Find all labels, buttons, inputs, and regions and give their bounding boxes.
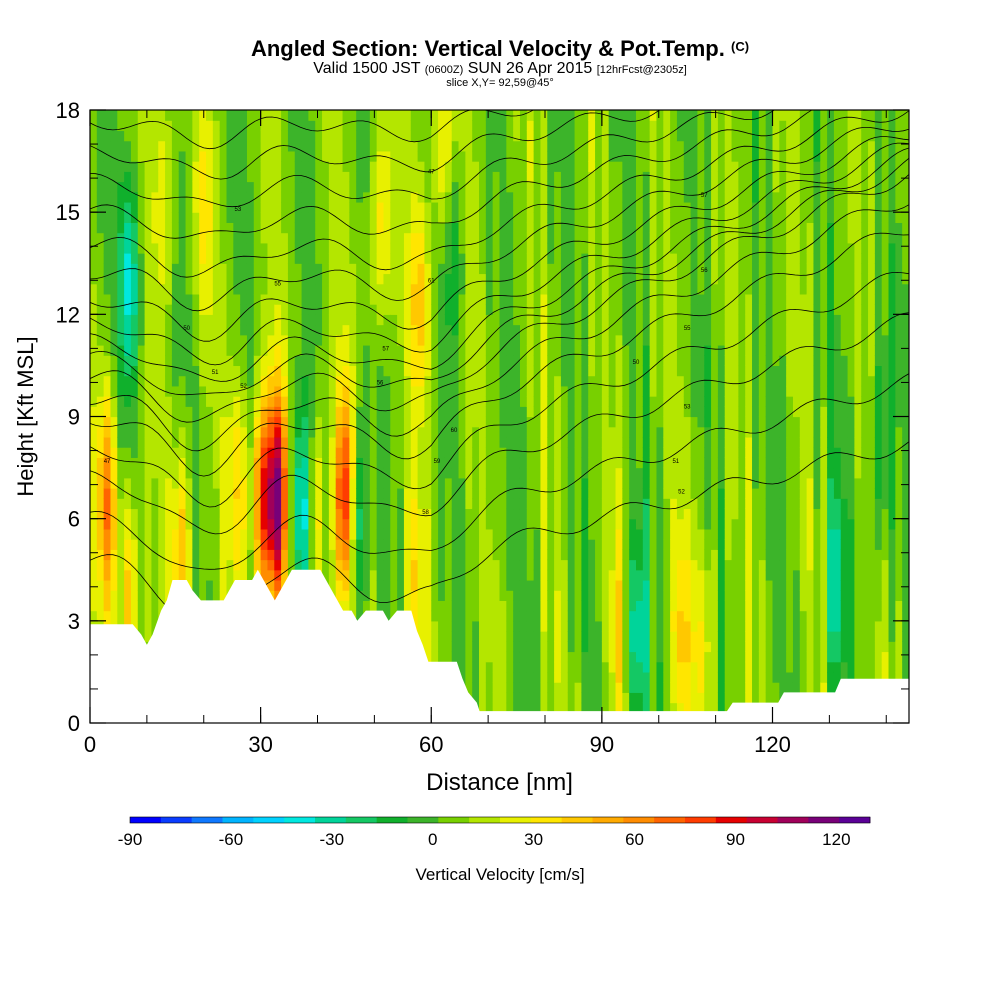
theta-contour [90, 127, 909, 312]
theta-contour [90, 136, 909, 342]
y-tick-label: 3 [68, 609, 80, 634]
y-tick-label: 0 [68, 711, 80, 736]
colorbar-swatch [715, 817, 748, 823]
colorbar-tick-label: 120 [822, 830, 850, 849]
contour-label: 56 [377, 380, 384, 386]
colorbar-swatch [345, 817, 378, 823]
x-tick-label: 90 [590, 732, 614, 757]
theta-contour [90, 232, 909, 477]
colorbar-tick-label: 30 [524, 830, 543, 849]
colorbar-swatch [438, 817, 470, 823]
contour-label: 52 [678, 489, 685, 495]
theta-contour [90, 110, 873, 239]
y-tick-label: 6 [68, 507, 80, 532]
contour-label: 47 [428, 169, 435, 175]
colorbar-swatch [160, 817, 193, 823]
slice-info: slice X,Y= 92,59@45° [446, 77, 554, 89]
colorbar-swatch [191, 817, 223, 823]
theta-contour [90, 157, 909, 396]
contour-label: 55 [684, 326, 691, 332]
theta-contour [90, 271, 909, 508]
contour-label: 60 [451, 428, 458, 434]
terrain-mask [90, 569, 909, 723]
contour-label: 57 [382, 346, 389, 352]
y-tick-label: 18 [56, 98, 80, 123]
y-tick-label: 9 [68, 405, 80, 430]
colorbar-swatch [592, 817, 624, 823]
colorbar-swatch [130, 817, 162, 823]
colorbar-tick-label: -30 [320, 830, 345, 849]
colorbar-swatch [222, 817, 254, 823]
y-axis-label: Height [Kft MSL] [13, 336, 38, 496]
colorbar-swatch [315, 817, 347, 823]
colorbar-swatch [561, 817, 593, 823]
contour-label: 51 [672, 459, 679, 465]
colorbar: -90 -60 -30 0 30 60 90 120 Vertical Velocity [cm… [118, 816, 871, 884]
colorbar-swatch [530, 817, 563, 823]
colorbar-swatch [253, 817, 285, 823]
x-tick-label: 60 [419, 732, 443, 757]
colorbar-swatch [777, 817, 809, 823]
theta-contour [90, 110, 909, 278]
x-axis-label: Distance [nm] [426, 769, 573, 796]
contour-label: 51 [212, 370, 219, 376]
colorbar-swatch [407, 817, 439, 823]
contour-label: 50 [633, 360, 640, 366]
contour-label: 47 [104, 459, 111, 465]
theta-contour [90, 142, 909, 366]
x-tick-label: 120 [754, 732, 791, 757]
colorbar-tick-label: 90 [726, 830, 745, 849]
colorbar-label: Vertical Velocity [cm/s] [415, 865, 584, 884]
colorbar-swatch [839, 817, 871, 823]
colorbar-swatch [376, 817, 408, 823]
theta-contour [90, 373, 909, 570]
chart-title: Angled Section: Vertical Velocity & Pot.… [250, 36, 750, 61]
colorbar-swatch [746, 817, 778, 823]
y-tick-label: 15 [56, 200, 80, 225]
axes: 0 30 60 90 120 0 3 6 9 12 15 18 Distance [nm] Height … [13, 98, 910, 796]
colorbar-swatch [654, 817, 686, 823]
theta-contour [90, 147, 909, 382]
colorbar-swatch [685, 817, 717, 823]
plot-area: 47 50 51 52 53 55 56 57 58 59 60 61 47 50 51 52 53 55 56 57 [90, 110, 909, 723]
theta-contour [90, 174, 909, 423]
contour-label: 61 [428, 278, 435, 284]
colorbar-tick-label: -90 [118, 830, 143, 849]
title-units: (C) [731, 39, 750, 54]
theta-contour [90, 204, 909, 452]
theta-contour [90, 312, 909, 535]
colorbar-tick-label: -60 [219, 830, 244, 849]
contour-label: 59 [434, 459, 441, 465]
contour-label: 53 [235, 207, 242, 213]
colorbar-swatch [500, 817, 532, 823]
contour-label: 55 [274, 282, 281, 288]
contour-label: 52 [240, 384, 247, 390]
contour-label: 56 [701, 268, 708, 274]
colorbar-swatch [469, 817, 501, 823]
x-tick-label: 30 [248, 732, 272, 757]
contour-label: 58 [422, 510, 429, 516]
theta-contour [90, 110, 661, 180]
contour-label: 53 [684, 404, 691, 410]
colorbar-swatch [623, 817, 655, 823]
colorbar-tick-label: 60 [625, 830, 644, 849]
x-tick-label: 0 [84, 732, 96, 757]
colorbar-swatch [808, 817, 840, 823]
theta-contours: 47 50 51 52 53 55 56 57 58 59 60 61 47 50 51 52 53 55 56 57 [90, 110, 909, 619]
theta-contour [90, 110, 535, 150]
colorbar-swatch [284, 817, 316, 823]
y-tick-label: 12 [56, 302, 80, 327]
contour-label: 50 [183, 326, 190, 332]
colorbar-tick-label: 0 [428, 830, 437, 849]
chart-subtitle: Valid 1500 JST (0600Z) SUN 26 Apr 2015 [… [313, 60, 687, 77]
contour-label: 57 [701, 193, 708, 199]
